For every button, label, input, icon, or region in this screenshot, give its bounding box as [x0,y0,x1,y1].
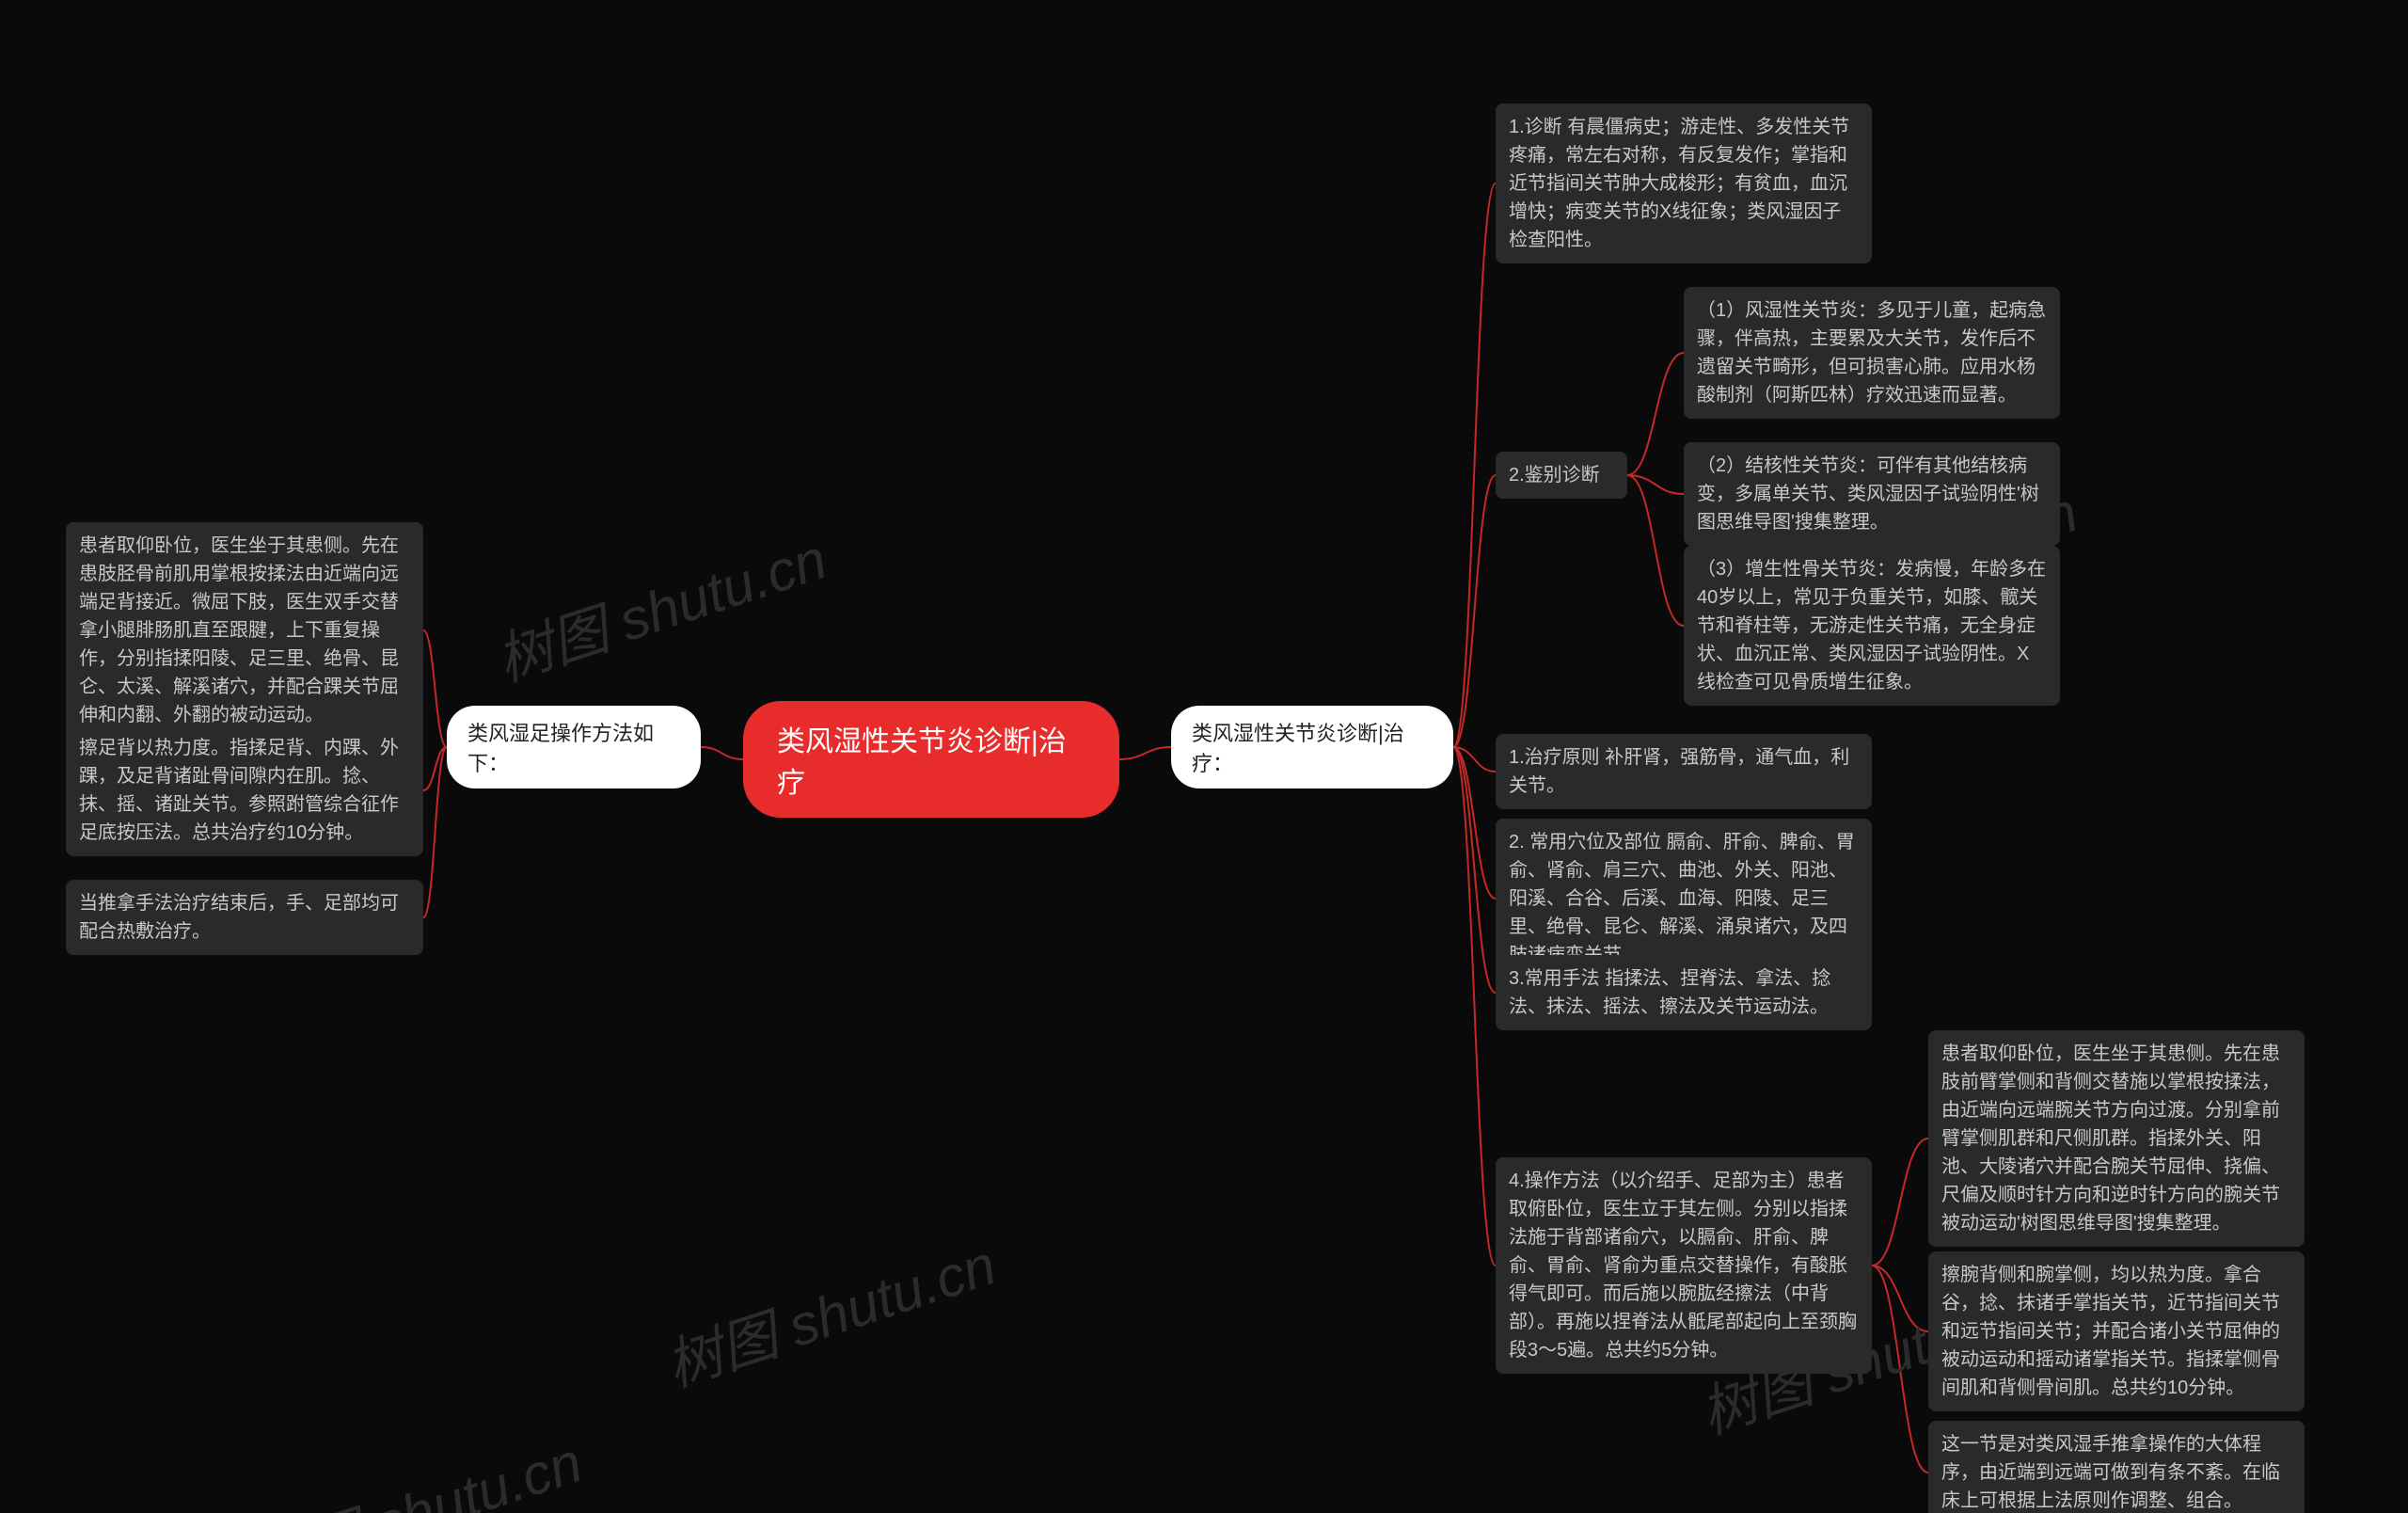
leaf-node[interactable]: （3）增生性骨关节炎：发病慢，年龄多在40岁以上，常见于负重关节，如膝、髋关节和… [1684,546,2060,706]
leaf-node[interactable]: 4.操作方法（以介绍手、足部为主）患者取俯卧位，医生立于其左侧。分别以指揉法施于… [1496,1157,1872,1374]
leaf-node[interactable]: 1.治疗原则 补肝肾，强筋骨，通气血，利关节。 [1496,734,1872,809]
edge [1453,475,1496,747]
mindmap-canvas: 树图 shutu.cn树图 shutu.cn树图 shutu.cn树图 shut… [0,0,2408,1513]
leaf-node[interactable]: 患者取仰卧位，医生坐于其患侧。先在患肢前臂掌侧和背侧交替施以掌根按揉法，由近端向… [1928,1030,2305,1247]
watermark: 树图 shutu.cn [484,514,835,697]
edge [423,747,447,790]
leaf-node[interactable]: 擦腕背侧和腕掌侧，均以热为度。拿合谷，捻、抹诸手掌指关节，近节指间关节和远节指间… [1928,1251,2305,1411]
edge [1627,353,1684,475]
leaf-node[interactable]: （2）结核性关节炎：可伴有其他结核病变，多属单关节、类风湿因子试验阴性'树图思维… [1684,442,2060,546]
leaf-node[interactable]: 2.鉴别诊断 [1496,452,1627,499]
watermark: 树图 shutu.cn [654,1219,1005,1403]
edge [1453,747,1496,772]
leaf-node[interactable]: 3.常用手法 指揉法、捏脊法、拿法、捻法、抹法、摇法、擦法及关节运动法。 [1496,955,1872,1030]
edge [1627,475,1684,626]
leaf-node[interactable]: 擦足背以热力度。指揉足背、内踝、外踝，及足背诸趾骨间隙内在肌。捻、抹、摇、诸趾关… [66,725,423,856]
branch-left[interactable]: 类风湿足操作方法如下： [447,706,701,788]
edge [1453,747,1496,1266]
edge [1872,1266,1928,1473]
leaf-node[interactable]: 这一节是对类风湿手推拿操作的大体程序，由近端到远端可做到有条不紊。在临床上可根据… [1928,1421,2305,1513]
leaf-node[interactable]: 1.诊断 有晨僵病史；游走性、多发性关节疼痛，常左右对称，有反复发作；掌指和近节… [1496,104,1872,263]
leaf-node[interactable]: （1）风湿性关节炎：多见于儿童，起病急骤，伴高热，主要累及大关节，发作后不遗留关… [1684,287,2060,419]
edge [423,630,447,747]
edge [1453,183,1496,747]
edge [1872,1139,1928,1266]
branch-right[interactable]: 类风湿性关节炎诊断|治疗： [1171,706,1453,788]
leaf-node[interactable]: 当推拿手法治疗结束后，手、足部均可配合热敷治疗。 [66,880,423,955]
edge [701,747,743,759]
watermark: 树图 shutu.cn [240,1417,591,1513]
root-node[interactable]: 类风湿性关节炎诊断|治疗 [743,701,1119,818]
edge [1872,1266,1928,1331]
leaf-node[interactable]: 患者取仰卧位，医生坐于其患侧。先在患肢胫骨前肌用掌根按揉法由近端向远端足背接近。… [66,522,423,739]
edge [1627,475,1684,494]
edge [1119,747,1171,759]
edge [1453,747,1496,899]
edge [423,747,447,917]
edge [1453,747,1496,993]
